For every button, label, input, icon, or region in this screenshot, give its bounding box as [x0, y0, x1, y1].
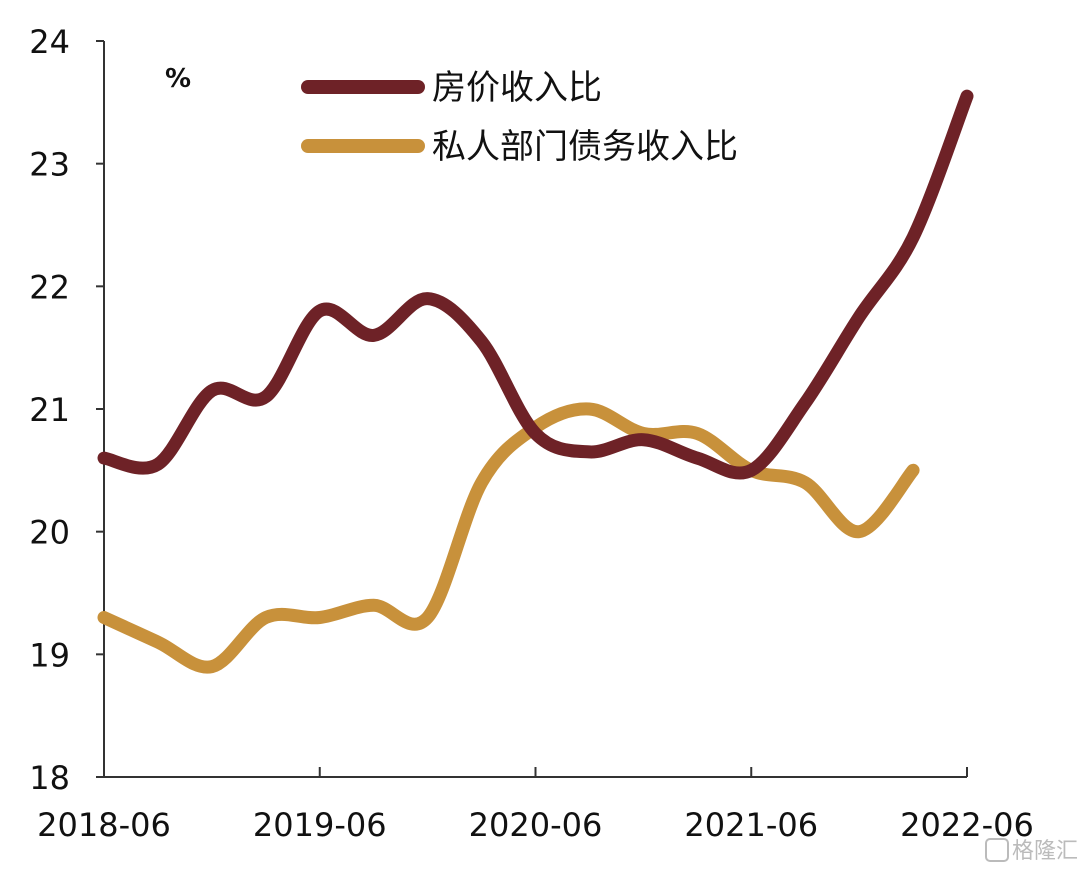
x-tick-label: 2019-06: [253, 806, 387, 844]
x-axis-ticks: 2018-06 2019-06 2020-06 2021-06 2022-06: [37, 767, 1034, 844]
x-tick-label: 2022-06: [900, 806, 1034, 844]
y-tick-label: 19: [29, 636, 70, 674]
series-layer: [97, 89, 974, 674]
x-tick-label: 2018-06: [37, 806, 171, 844]
y-tick-label: 18: [29, 759, 70, 797]
unit-label: %: [165, 64, 191, 94]
series-line-house-price-to-income: [97, 89, 974, 480]
y-tick-label: 24: [29, 23, 70, 61]
y-axis-ticks: 18 19 20 21 22 23 24: [29, 23, 104, 797]
x-tick-label: 2021-06: [684, 806, 818, 844]
x-tick-label: 2020-06: [469, 806, 603, 844]
watermark: 格隆汇: [985, 838, 1078, 864]
legend-label-private-debt: 私人部门债务收入比: [432, 127, 738, 167]
series-line-private-debt-to-income: [97, 402, 920, 674]
watermark-text: 格隆汇: [1012, 839, 1078, 864]
y-tick-label: 23: [29, 146, 70, 184]
y-tick-label: 21: [29, 391, 70, 429]
y-tick-label: 20: [29, 514, 70, 552]
legend-label-house-price: 房价收入比: [432, 68, 602, 108]
watermark-logo-icon: [985, 838, 1009, 862]
y-tick-label: 22: [29, 268, 70, 306]
legend: 房价收入比 私人部门债务收入比: [301, 68, 738, 167]
